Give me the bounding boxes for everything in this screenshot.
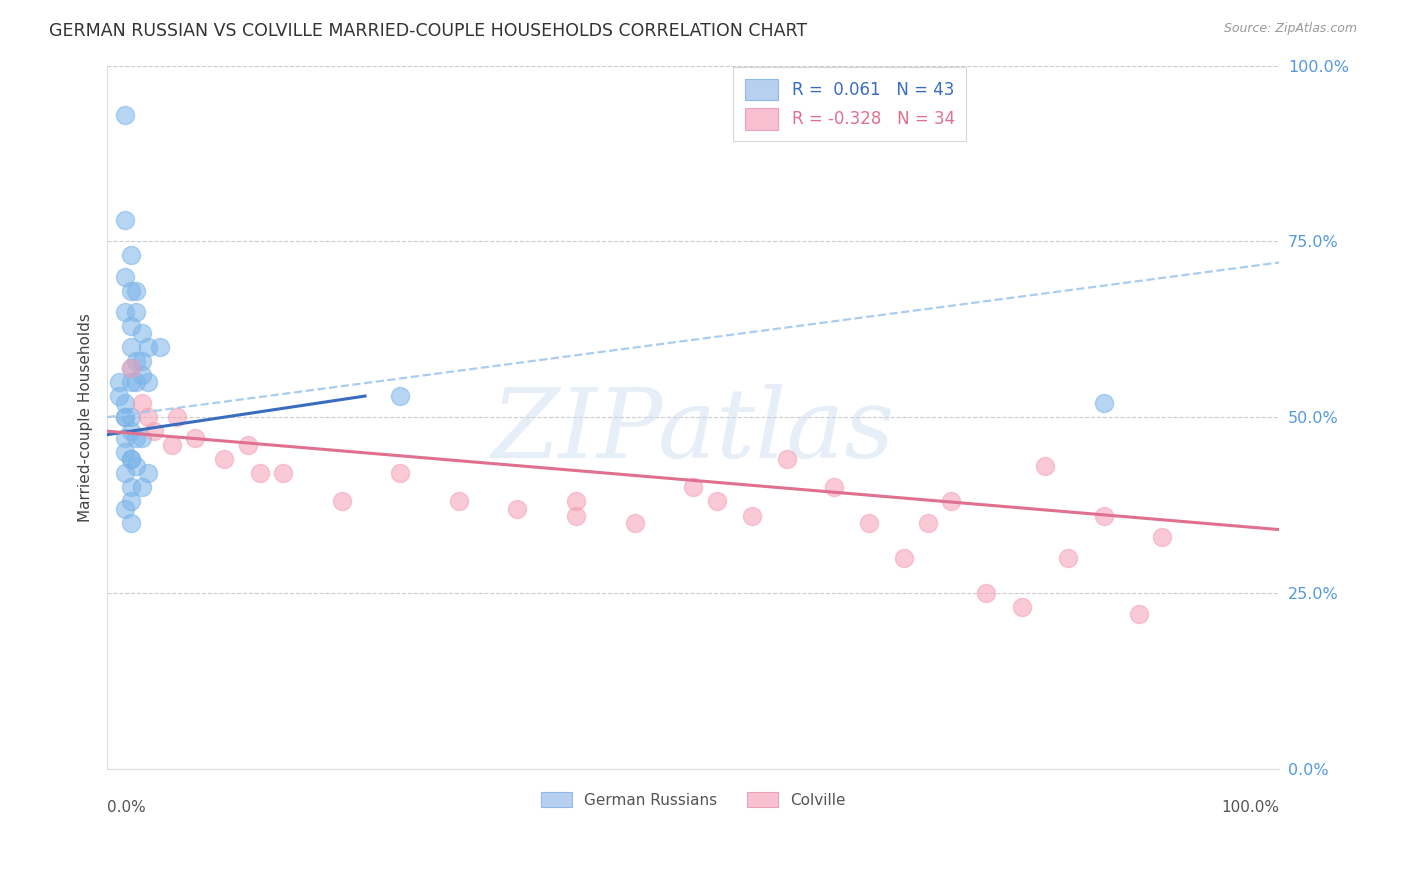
Point	[120, 410, 142, 425]
Point	[125, 375, 148, 389]
Point	[149, 340, 172, 354]
Point	[136, 410, 159, 425]
Point	[706, 494, 728, 508]
Point	[114, 396, 136, 410]
Point	[136, 467, 159, 481]
Point	[114, 410, 136, 425]
Point	[136, 340, 159, 354]
Point	[160, 438, 183, 452]
Text: GERMAN RUSSIAN VS COLVILLE MARRIED-COUPLE HOUSEHOLDS CORRELATION CHART: GERMAN RUSSIAN VS COLVILLE MARRIED-COUPL…	[49, 22, 807, 40]
Point	[120, 340, 142, 354]
Point	[114, 445, 136, 459]
Text: 0.0%: 0.0%	[107, 800, 146, 815]
Point	[1057, 550, 1080, 565]
Point	[447, 494, 470, 508]
Point	[271, 467, 294, 481]
Point	[1033, 459, 1056, 474]
Point	[143, 424, 166, 438]
Point	[389, 389, 412, 403]
Y-axis label: Married-couple Households: Married-couple Households	[79, 313, 93, 522]
Point	[136, 375, 159, 389]
Point	[917, 516, 939, 530]
Point	[120, 516, 142, 530]
Text: ZIPatlas: ZIPatlas	[492, 384, 894, 478]
Point	[108, 389, 131, 403]
Point	[236, 438, 259, 452]
Point	[120, 360, 142, 375]
Point	[120, 452, 142, 467]
Point	[1128, 607, 1150, 621]
Point	[125, 431, 148, 445]
Point	[823, 480, 845, 494]
Point	[131, 354, 153, 368]
Point	[114, 269, 136, 284]
Point	[1092, 508, 1115, 523]
Point	[114, 501, 136, 516]
Point	[125, 459, 148, 474]
Point	[131, 480, 153, 494]
Point	[114, 108, 136, 122]
Point	[120, 318, 142, 333]
Legend: German Russians, Colville: German Russians, Colville	[534, 786, 852, 814]
Point	[120, 452, 142, 467]
Point	[120, 284, 142, 298]
Point	[131, 431, 153, 445]
Point	[114, 431, 136, 445]
Point	[166, 410, 188, 425]
Point	[506, 501, 529, 516]
Point	[741, 508, 763, 523]
Point	[976, 586, 998, 600]
Point	[565, 508, 588, 523]
Point	[125, 284, 148, 298]
Point	[330, 494, 353, 508]
Point	[565, 494, 588, 508]
Point	[131, 368, 153, 382]
Point	[114, 467, 136, 481]
Point	[858, 516, 880, 530]
Point	[114, 304, 136, 318]
Point	[108, 375, 131, 389]
Point	[249, 467, 271, 481]
Point	[120, 248, 142, 262]
Point	[682, 480, 704, 494]
Point	[120, 494, 142, 508]
Point	[893, 550, 915, 565]
Point	[131, 326, 153, 340]
Point	[120, 480, 142, 494]
Point	[389, 467, 412, 481]
Point	[623, 516, 645, 530]
Text: Source: ZipAtlas.com: Source: ZipAtlas.com	[1223, 22, 1357, 36]
Point	[120, 424, 142, 438]
Text: 100.0%: 100.0%	[1222, 800, 1279, 815]
Point	[131, 396, 153, 410]
Point	[114, 410, 136, 425]
Point	[125, 304, 148, 318]
Point	[125, 354, 148, 368]
Point	[214, 452, 236, 467]
Point	[941, 494, 963, 508]
Point	[120, 360, 142, 375]
Point	[776, 452, 799, 467]
Point	[120, 375, 142, 389]
Point	[1152, 530, 1174, 544]
Point	[1092, 396, 1115, 410]
Point	[114, 213, 136, 227]
Point	[1011, 599, 1033, 614]
Point	[184, 431, 207, 445]
